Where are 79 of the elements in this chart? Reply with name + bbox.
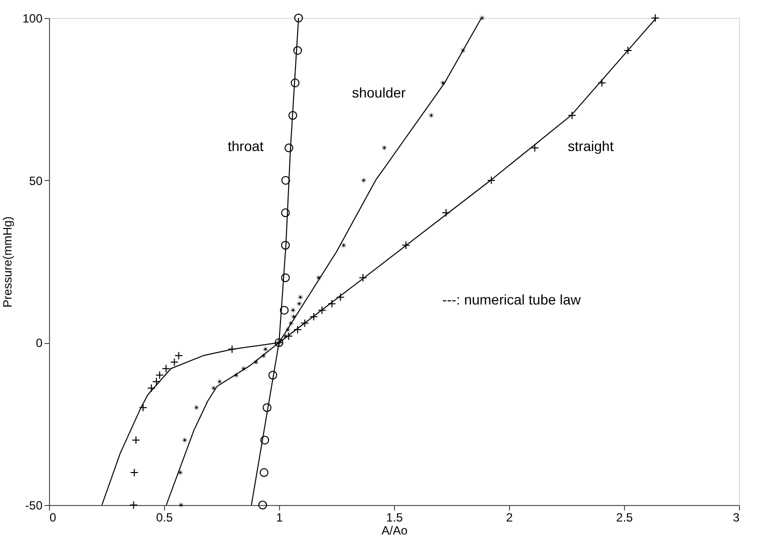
point [281,176,290,185]
point [262,403,272,412]
point [284,326,292,334]
point [293,325,302,334]
point [260,352,267,360]
point [290,78,300,88]
point [232,372,240,378]
point [310,312,318,321]
point [281,240,290,250]
point [624,46,632,55]
x-tick-label: 0.5 [156,510,174,524]
x-tick-label: 2.5 [616,510,634,524]
point [176,469,184,476]
point [193,404,200,411]
x-tick-label: 0 [50,510,56,524]
point [340,242,347,249]
x-tick-label: 3 [732,510,740,524]
point [228,344,236,354]
point [294,14,303,22]
y-tick-label: -50 [25,498,43,512]
y-tick-label: 100 [22,12,43,26]
point [155,370,164,380]
annotation: shoulder [352,84,406,100]
point [328,300,336,308]
x-tick-label: 1 [276,510,284,524]
point [284,144,294,152]
point [428,112,435,119]
x-axis-title: A/Ao [381,524,408,538]
y-tick-label: 0 [36,336,43,350]
point [297,294,304,301]
y-axis-title: Pressure(mmHg) [0,216,14,308]
point [288,320,294,327]
point [402,241,410,250]
point [181,436,188,444]
point [152,377,161,386]
annotation: ---: numerical tube law [442,291,582,308]
point [260,468,268,477]
point [281,208,290,218]
point [598,78,606,88]
point [260,436,270,444]
point [262,346,269,353]
point [530,144,539,152]
x-tick-label: 1.5 [386,510,404,524]
point [130,468,139,477]
y-tick-label: 50 [29,174,43,188]
annotation: throat [228,138,264,154]
point [147,384,156,392]
point [258,500,268,510]
point [290,306,296,314]
point [358,274,368,282]
point [568,111,576,120]
point [318,306,326,314]
annotation: straight [568,138,614,154]
point [651,14,660,22]
point [442,208,450,218]
point [268,370,278,380]
point [293,46,302,55]
point [178,502,184,508]
x-tick-label: 2 [506,510,514,524]
point [336,293,345,302]
point [315,274,322,282]
point [240,365,247,372]
point [288,111,298,120]
point [132,436,140,444]
point [296,300,303,308]
point [300,318,309,328]
point [360,176,367,184]
point [216,378,224,385]
point [281,273,290,282]
point [252,358,260,366]
point [170,358,179,366]
point [210,384,218,392]
point [129,500,138,510]
point [380,144,388,152]
point [487,176,496,185]
point [162,364,170,373]
point [138,403,148,412]
point [174,351,183,360]
point [280,306,289,315]
